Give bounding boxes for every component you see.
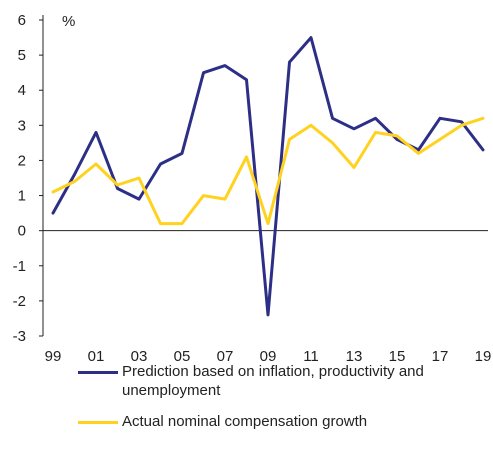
y-tick-label: -3 (13, 328, 26, 345)
y-axis: 6 5 4 3 2 1 0 -1 -2 -3% (13, 12, 76, 345)
x-tick-label: 09 (260, 348, 277, 365)
x-tick-label: 15 (389, 348, 406, 365)
legend-label-prediction: Prediction based on inflation, productiv… (122, 363, 424, 399)
x-tick-label: 07 (217, 348, 234, 365)
series-line-prediction (51, 36, 485, 317)
y-tick-label: -1 (13, 258, 26, 275)
legend-label-actual: Actual nominal compensation growth (122, 413, 368, 430)
x-tick-label: 05 (174, 348, 191, 365)
y-tick-label: -2 (13, 293, 26, 310)
x-tick-label: 17 (432, 348, 449, 365)
x-axis: 99 01 03 05 07 09 11 13 15 17 19 (43, 230, 492, 365)
legend-swatch-actual (78, 421, 118, 424)
x-tick-label: 11 (303, 348, 319, 365)
y-tick-label: 5 (18, 47, 26, 64)
y-tick-label: 3 (18, 117, 26, 134)
legend-item-prediction: Prediction based on inflation, productiv… (78, 362, 488, 400)
legend: Prediction based on inflation, productiv… (78, 362, 488, 443)
x-tick-label: 99 (45, 348, 62, 365)
series-line-actual (51, 116, 485, 226)
y-tick-label: 4 (18, 82, 26, 99)
series-lines (51, 36, 485, 317)
y-tick-label: 1 (18, 188, 26, 205)
x-tick-label: 03 (131, 348, 148, 365)
x-tick-label: 13 (346, 348, 363, 365)
y-axis-unit-label: % (62, 13, 75, 30)
y-tick-label: 2 (18, 152, 26, 169)
legend-item-actual: Actual nominal compensation growth (78, 412, 488, 431)
x-tick-label: 01 (88, 348, 105, 365)
y-tick-label: 0 (18, 223, 26, 240)
x-tick-label: 19 (475, 348, 492, 365)
legend-swatch-prediction (78, 371, 118, 374)
y-tick-label: 6 (18, 12, 26, 29)
